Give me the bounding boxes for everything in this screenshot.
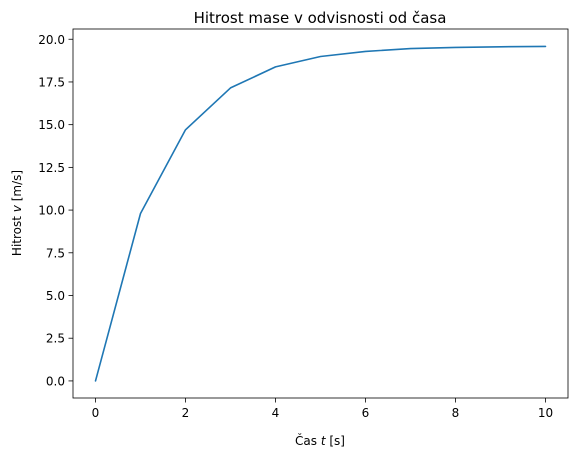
chart-title: Hitrost mase v odvisnosti od časa [194, 9, 447, 27]
y-tick-label: 7.5 [46, 246, 65, 260]
x-tick-label: 6 [362, 406, 370, 420]
y-tick-label: 12.5 [38, 161, 65, 175]
x-tick-label: 0 [92, 406, 100, 420]
plot-area [72, 28, 569, 399]
plot-frame [72, 28, 569, 399]
x-tick-label: 2 [182, 406, 190, 420]
y-axis: 0.0 2.5 5.0 7.5 10.0 12.5 15.0 17.5 20.0 [38, 33, 73, 388]
x-tick-label: 8 [452, 406, 460, 420]
y-tick-label: 15.0 [38, 118, 65, 132]
y-tick-label: 5.0 [46, 289, 65, 303]
y-axis-label: Hitrost v [m/s] [10, 170, 24, 256]
y-tick-label: 17.5 [38, 75, 65, 89]
y-tick-label: 10.0 [38, 204, 65, 218]
y-tick-label: 20.0 [38, 33, 65, 47]
y-tick-label: 2.5 [46, 332, 65, 346]
y-tick-label: 0.0 [46, 374, 65, 388]
series-line [94, 45, 547, 382]
x-axis: 0 2 4 6 8 10 [92, 398, 553, 420]
x-tick-label: 10 [538, 406, 553, 420]
x-axis-label: Čas t [s] [295, 433, 345, 448]
x-tick-label: 4 [272, 406, 280, 420]
